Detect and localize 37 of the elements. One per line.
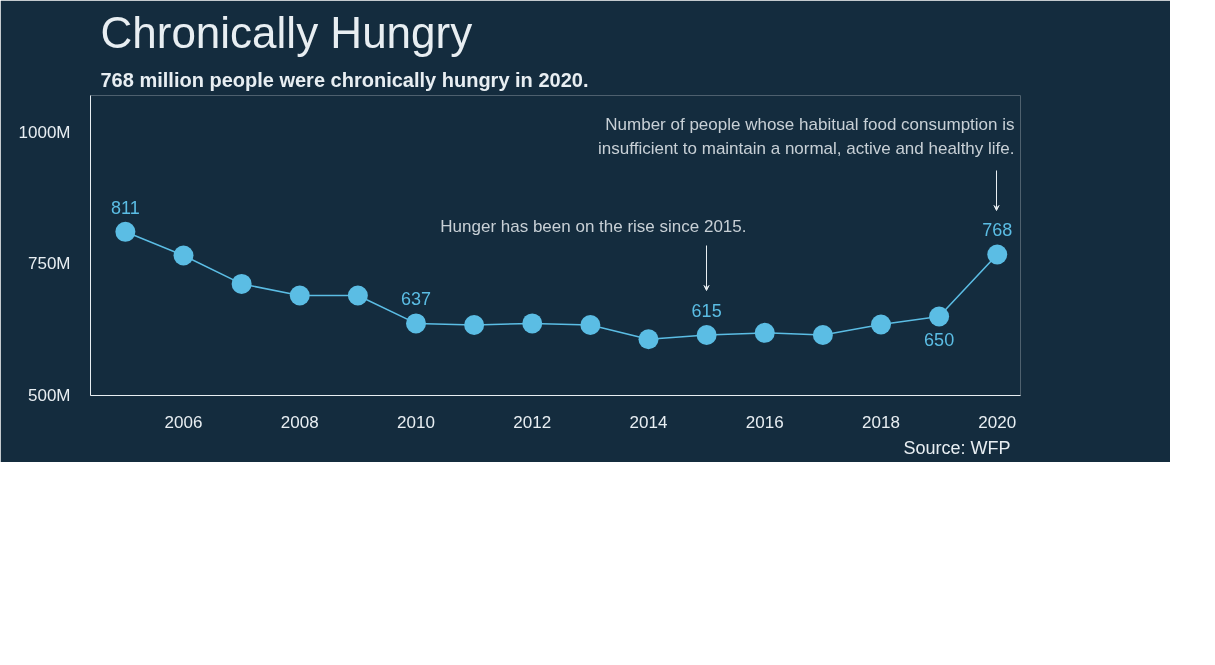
point [987,244,1008,265]
data-label: 811 [111,197,140,218]
y-tick-label: 1000M [18,122,71,142]
point [464,314,485,335]
point [173,245,194,266]
x-tick-label: 2006 [164,412,203,432]
data-label: 650 [924,329,955,350]
point [696,324,717,345]
x-tick-label: 2012 [513,412,552,432]
data-label: 615 [691,300,722,321]
y-tick-label: 750M [27,254,71,274]
data-label: 637 [400,289,432,310]
point [754,322,775,343]
point [231,273,252,294]
x-tick-label: 2008 [280,412,319,432]
point [289,285,310,306]
x-tick-label: 2018 [862,412,900,432]
point [406,313,426,334]
x-tick-label: 2010 [397,412,435,432]
x-tick-label: 2016 [745,412,784,432]
point [929,306,950,327]
annotation: Hunger has been on the rise since 2015. [440,216,747,236]
chart-subtitle: 768 million people were chronically hungry in 2020. [100,68,589,91]
point [638,329,659,350]
data-label: 768 [982,220,1013,241]
y-tick-label: 500M [27,386,71,405]
chart-title: Chronically Hungry [100,7,473,57]
annotation: Number of people whose habitual food consumption is insufficient to maintain a normal, active and healthy life. [598,114,1015,158]
point [115,221,136,242]
point [580,314,601,335]
source-note: Source: WFP [903,437,1011,458]
x-tick-label: 2014 [629,412,668,432]
point [347,285,368,306]
x-tick-label: 2020 [978,412,1017,432]
point [522,313,543,334]
point [871,314,891,335]
point [812,324,833,345]
